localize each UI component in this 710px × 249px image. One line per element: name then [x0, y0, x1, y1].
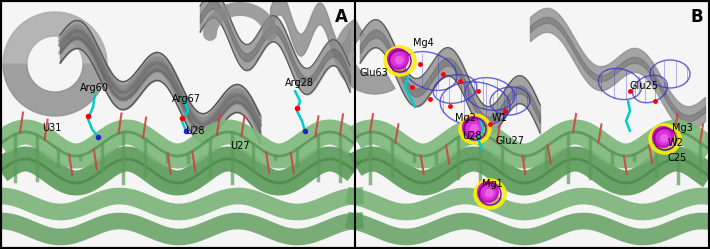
- Text: Glu63: Glu63: [360, 68, 389, 78]
- Ellipse shape: [475, 180, 505, 208]
- Ellipse shape: [485, 189, 493, 198]
- Text: B: B: [690, 8, 703, 26]
- Text: Arg67: Arg67: [172, 94, 201, 104]
- Ellipse shape: [462, 116, 484, 138]
- Ellipse shape: [652, 126, 674, 148]
- Ellipse shape: [481, 185, 496, 200]
- Text: U28: U28: [185, 126, 204, 136]
- Ellipse shape: [477, 181, 499, 203]
- Ellipse shape: [385, 47, 415, 75]
- Bar: [355, 2, 707, 247]
- Ellipse shape: [656, 130, 671, 145]
- Text: U27: U27: [230, 141, 250, 151]
- Ellipse shape: [660, 134, 669, 143]
- Text: A: A: [335, 8, 348, 26]
- Text: Arg28: Arg28: [285, 78, 314, 88]
- Text: U31: U31: [42, 123, 61, 133]
- Ellipse shape: [387, 48, 409, 70]
- Text: Glu27: Glu27: [496, 136, 525, 146]
- Ellipse shape: [470, 124, 479, 133]
- Text: Mg2: Mg2: [455, 113, 476, 123]
- Text: W1: W1: [492, 113, 508, 123]
- Text: C25: C25: [668, 153, 687, 163]
- Text: Arg60: Arg60: [80, 83, 109, 93]
- Polygon shape: [335, 19, 395, 94]
- Text: Mg3: Mg3: [672, 123, 693, 133]
- Text: Mg4: Mg4: [413, 38, 434, 48]
- Text: W2: W2: [668, 138, 684, 148]
- Bar: [1, 1, 354, 248]
- Ellipse shape: [650, 125, 680, 153]
- Text: Glu25: Glu25: [630, 81, 659, 91]
- Bar: [2, 2, 354, 247]
- Ellipse shape: [460, 115, 490, 143]
- Polygon shape: [3, 64, 107, 116]
- Polygon shape: [3, 12, 107, 64]
- Ellipse shape: [466, 120, 481, 135]
- Text: Mg1: Mg1: [482, 179, 503, 189]
- Ellipse shape: [391, 52, 406, 67]
- Ellipse shape: [395, 56, 403, 64]
- Text: U28: U28: [462, 131, 481, 141]
